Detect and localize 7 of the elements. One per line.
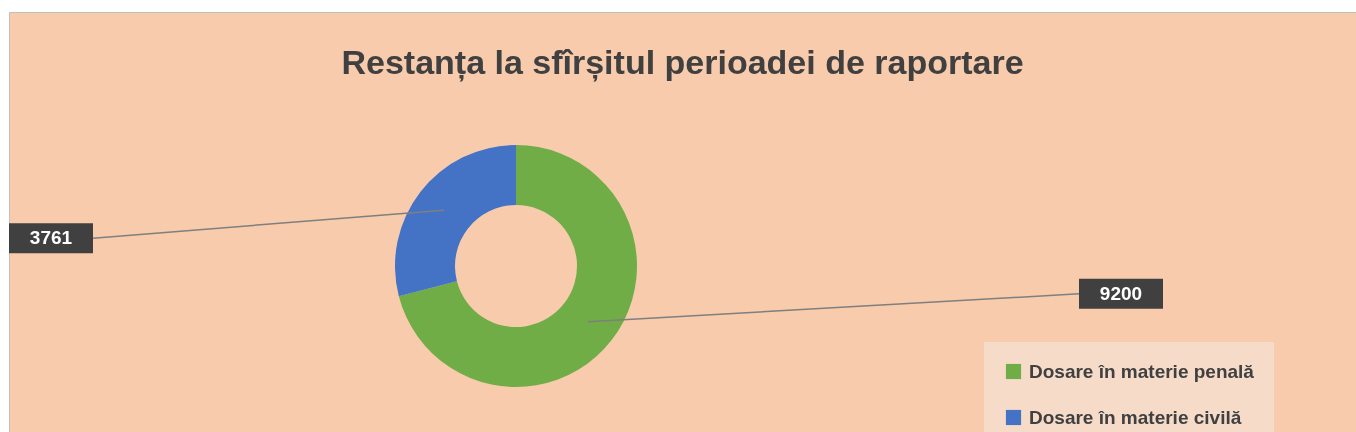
legend-label: Dosare în materie civilă <box>1029 406 1242 428</box>
data-label: 9200 <box>1099 282 1143 304</box>
data-label: 3761 <box>29 227 73 249</box>
chart-title: Restanța la sfîrșitul perioadei de raportare <box>341 43 1024 82</box>
legend-label: Dosare în materie penală <box>1029 360 1255 382</box>
donut-slice <box>398 145 637 387</box>
donut-slice <box>395 145 516 297</box>
